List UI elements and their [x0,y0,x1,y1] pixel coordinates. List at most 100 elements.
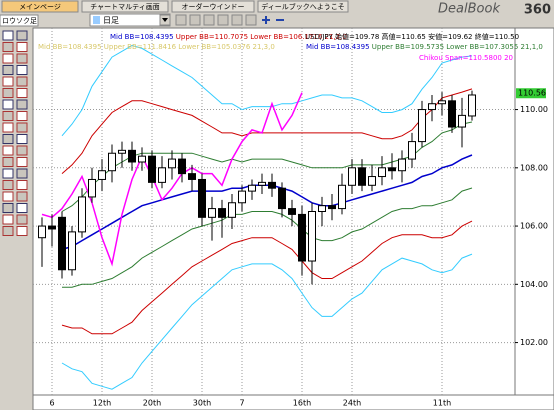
tool-button[interactable] [2,214,14,225]
x-tick-label: 20th [143,399,161,408]
candle-body [428,103,436,111]
tool-button[interactable] [2,76,14,87]
symbol-info: USD/JPY 始値=109.78 高値=110.65 安値=109.62 終値… [305,32,519,41]
tool-button[interactable] [16,134,28,144]
y-tick-label: 104.00 [520,280,548,289]
tool-button[interactable] [16,111,28,121]
tool-button[interactable] [2,145,14,156]
indicator-line [61,253,473,390]
candle-body [98,170,106,180]
tool-button[interactable] [16,203,28,213]
icon-button[interactable] [231,14,243,26]
tool-button[interactable] [16,157,28,167]
tool-button[interactable] [16,145,28,156]
indicator-line [61,88,473,174]
chart-style-dropdown[interactable] [0,14,39,27]
tool-button[interactable] [16,180,28,190]
tool-button[interactable] [16,53,28,64]
zoom-in[interactable] [262,16,270,24]
icon-button[interactable] [175,14,187,26]
tool-button[interactable] [2,53,14,64]
logo-suffix: 360 [524,3,551,18]
tool-button[interactable] [16,99,28,110]
tool-button[interactable] [16,88,28,98]
candle-body [458,114,466,128]
candle-body [328,205,336,210]
price-marker [516,88,546,99]
x-tick-label: 12th [93,399,111,408]
tab-label: チャートマルティ画面 [90,3,160,11]
candle-body [268,181,276,189]
candle-body [248,184,256,192]
tool-button[interactable] [2,226,14,236]
legend-text: Chikou Span=110.5800 20 [419,54,513,62]
x-tick-label: 11th [433,399,451,408]
tab[interactable] [81,0,169,13]
chart: 102.00 104.00 106.00 108.00 110.00 6 12th 20th 3… [33,28,548,408]
candle-body [158,167,166,183]
tool-button[interactable] [2,157,14,167]
icon-button[interactable] [245,14,257,26]
tool-button[interactable] [2,180,14,190]
arrow-glyph [162,18,168,22]
candle-body [448,100,456,128]
legend-text: Upper BB=109.5735 Lower BB=107.3055 21,1… [370,43,543,51]
tab[interactable] [171,0,255,13]
indicator-line [41,92,303,267]
candle-body [38,225,46,239]
tab-label: オーダーウインドー [182,2,245,11]
tool-button[interactable] [2,65,14,75]
y-tick-label: 108.00 [520,163,548,172]
indicator-line [61,220,473,335]
tool-button[interactable] [2,42,14,52]
tool-button[interactable] [2,168,14,179]
tool-button[interactable] [16,30,28,41]
candle-body [468,94,476,117]
tool-button[interactable] [2,99,14,110]
candle-body [108,152,116,172]
tab-label: ディールブックへようこそ [261,2,345,11]
logo: DealBook [438,2,500,17]
candle-body [388,167,396,172]
candle-body [408,141,416,160]
x-tick-label: 7 [239,399,244,408]
candle-body [168,158,176,169]
tool-button[interactable] [2,30,14,41]
candle-body [438,100,446,105]
tool-button[interactable] [16,214,28,225]
tool-button[interactable] [16,76,28,87]
tool-button[interactable] [2,88,14,98]
candle-body [68,231,76,271]
tool-button[interactable] [16,191,28,202]
tab[interactable] [257,0,349,13]
calendar-icon [93,16,100,24]
tool-button[interactable] [16,168,28,179]
candle-body [228,202,236,218]
tool-button[interactable] [16,65,28,75]
tool-button[interactable] [2,191,14,202]
tool-button[interactable] [16,122,28,133]
y-tick-label: 106.00 [520,222,548,231]
tool-button[interactable] [2,134,14,144]
tab[interactable] [1,0,79,13]
icon-button[interactable] [189,14,201,26]
candle-body [118,149,126,154]
tool-button[interactable] [2,122,14,133]
icon-button[interactable] [217,14,229,26]
tab-bar: メインページ チャートマルティ画面 オーダーウインドー ディールブックへようこそ [1,0,349,13]
candle-body [48,225,56,230]
icon-button[interactable] [203,14,215,26]
tool-button[interactable] [2,111,14,121]
tool-button[interactable] [16,42,28,52]
tool-button[interactable] [16,226,28,236]
toolbar-icons [175,14,284,26]
tool-button[interactable] [2,203,14,213]
timeframe: 日足 [103,16,119,25]
tool-icons [2,30,28,236]
candle-body [128,149,136,163]
indicator-line [62,187,473,288]
timeframe-dropdown[interactable] [89,13,171,27]
candle-body [238,190,246,204]
